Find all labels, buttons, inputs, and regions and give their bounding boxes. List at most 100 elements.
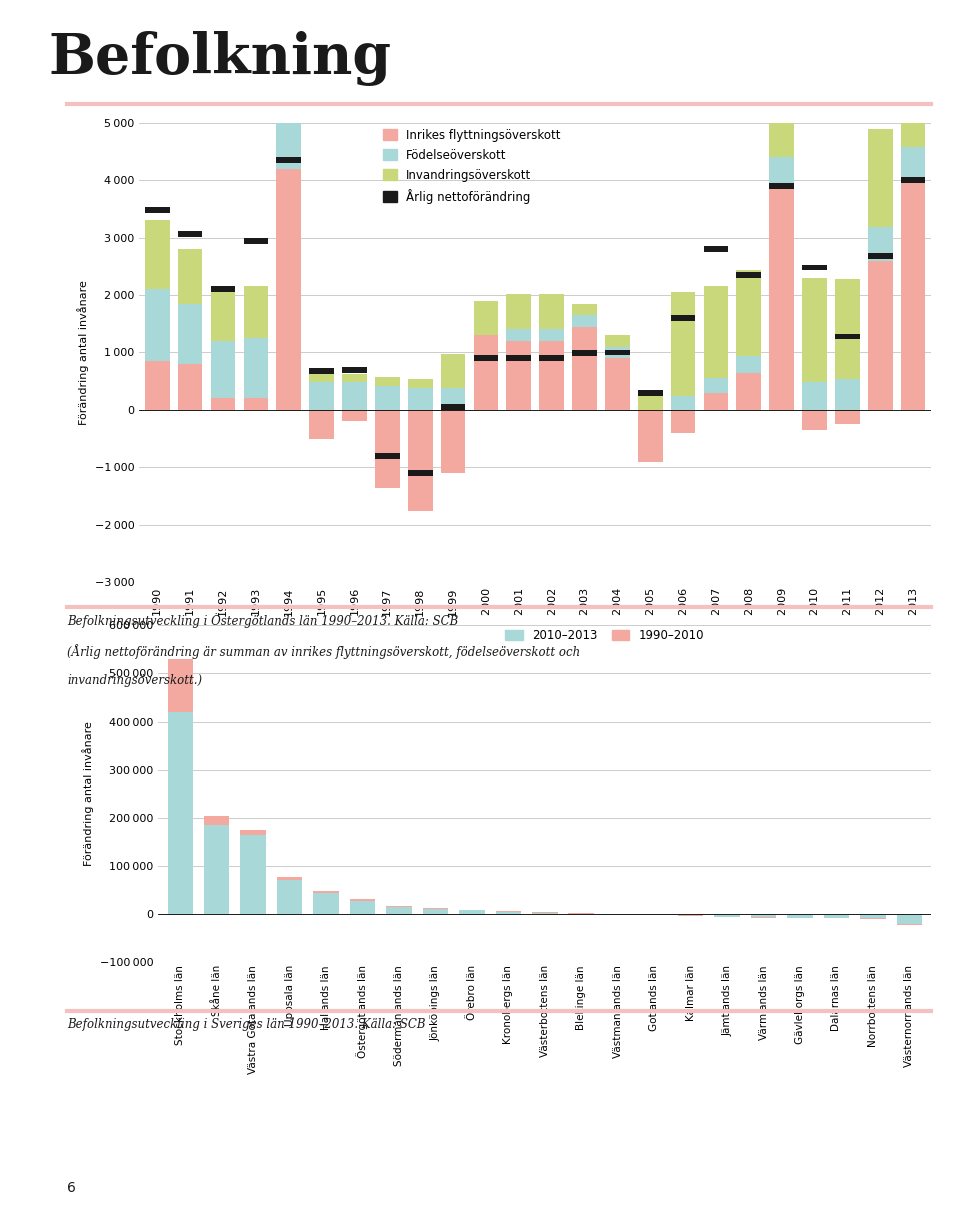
Bar (145, 207, 170, 213)
Bar (572, 315, 597, 326)
Bar (897, 915, 923, 924)
Text: invandringsöverskott.): invandringsöverskott.) (67, 674, 203, 688)
Bar (244, 398, 268, 409)
Bar (276, 168, 301, 409)
Bar (408, 379, 433, 387)
Bar (276, 157, 301, 163)
Bar (145, 221, 170, 289)
Bar (769, 157, 794, 186)
Bar (736, 272, 761, 278)
Bar (835, 409, 860, 424)
Bar (408, 409, 433, 510)
Text: 6: 6 (67, 1182, 76, 1195)
Bar (671, 396, 695, 409)
Bar (868, 130, 893, 227)
Bar (572, 304, 597, 315)
Bar (313, 893, 339, 915)
Bar (868, 260, 893, 409)
Bar (244, 338, 268, 398)
Bar (408, 471, 433, 476)
Bar (860, 915, 886, 918)
Bar (824, 915, 850, 917)
Bar (605, 358, 630, 409)
Bar (671, 292, 695, 396)
Bar (240, 830, 266, 835)
Bar (422, 908, 448, 915)
Bar (422, 907, 448, 908)
Y-axis label: Förändring antal invånare: Förändring antal invånare (83, 721, 94, 867)
Bar (868, 227, 893, 260)
Bar (540, 341, 564, 409)
Bar (244, 287, 268, 338)
Bar (671, 409, 695, 433)
Bar (145, 362, 170, 409)
Bar (637, 409, 662, 462)
Bar (276, 877, 302, 879)
Bar (349, 899, 375, 901)
Bar (375, 454, 399, 459)
Bar (897, 924, 923, 926)
Bar (637, 390, 662, 396)
Bar (507, 341, 531, 409)
Bar (342, 367, 367, 373)
Bar (704, 379, 729, 392)
Bar (507, 294, 531, 329)
Bar (313, 891, 339, 893)
Bar (900, 147, 925, 183)
Bar (473, 356, 498, 362)
Bar (349, 901, 375, 915)
Bar (900, 0, 925, 147)
Bar (835, 333, 860, 340)
Bar (868, 253, 893, 259)
Bar (751, 915, 777, 917)
Legend: Inrikes flyttningsöverskott, Födelseöverskott, Invandringsöverskott, Årlig netto: Inrikes flyttningsöverskott, Födelseöver… (383, 129, 561, 204)
Bar (276, 112, 301, 168)
Bar (803, 278, 827, 381)
Bar (605, 347, 630, 358)
Bar (532, 913, 558, 915)
Bar (540, 329, 564, 341)
Bar (704, 287, 729, 379)
Bar (178, 232, 203, 237)
Bar (572, 326, 597, 409)
Bar (309, 374, 334, 383)
Text: Befolkningsutveckling i Sveriges län 1990–2013. Källa: SCB: Befolkningsutveckling i Sveriges län 199… (67, 1018, 425, 1031)
Bar (178, 249, 203, 304)
Bar (787, 915, 813, 917)
Bar (178, 304, 203, 364)
Bar (473, 335, 498, 409)
Bar (459, 911, 485, 915)
Bar (276, 879, 302, 915)
Bar (507, 329, 531, 341)
Bar (769, 0, 794, 157)
Bar (736, 357, 761, 373)
Y-axis label: Förändring antal invånare: Förändring antal invånare (77, 280, 89, 425)
Bar (835, 380, 860, 409)
Bar (835, 278, 860, 380)
Bar (210, 287, 235, 292)
Bar (145, 289, 170, 362)
Text: Befolkningsutveckling i Östergötlands län 1990–2013. Källa: SCB: Befolkningsutveckling i Östergötlands lä… (67, 613, 459, 628)
Bar (204, 815, 229, 825)
Bar (375, 378, 399, 386)
Bar (386, 907, 412, 915)
Bar (671, 315, 695, 321)
Bar (495, 912, 521, 915)
Bar (441, 389, 466, 409)
Text: (Årlig nettoförändring är summan av inrikes flyttningsöverskott, födelseöverskot: (Årlig nettoförändring är summan av inri… (67, 644, 581, 658)
Bar (714, 915, 740, 917)
Bar (637, 390, 662, 409)
Bar (605, 335, 630, 347)
Text: Befolkning: Befolkning (48, 31, 391, 86)
Bar (540, 356, 564, 362)
Bar (441, 353, 466, 389)
Bar (342, 383, 367, 409)
Bar (900, 178, 925, 183)
Bar (309, 383, 334, 409)
Bar (167, 660, 193, 712)
Bar (309, 409, 334, 439)
Bar (769, 183, 794, 189)
Bar (244, 238, 268, 244)
Bar (572, 351, 597, 356)
Bar (473, 300, 498, 335)
